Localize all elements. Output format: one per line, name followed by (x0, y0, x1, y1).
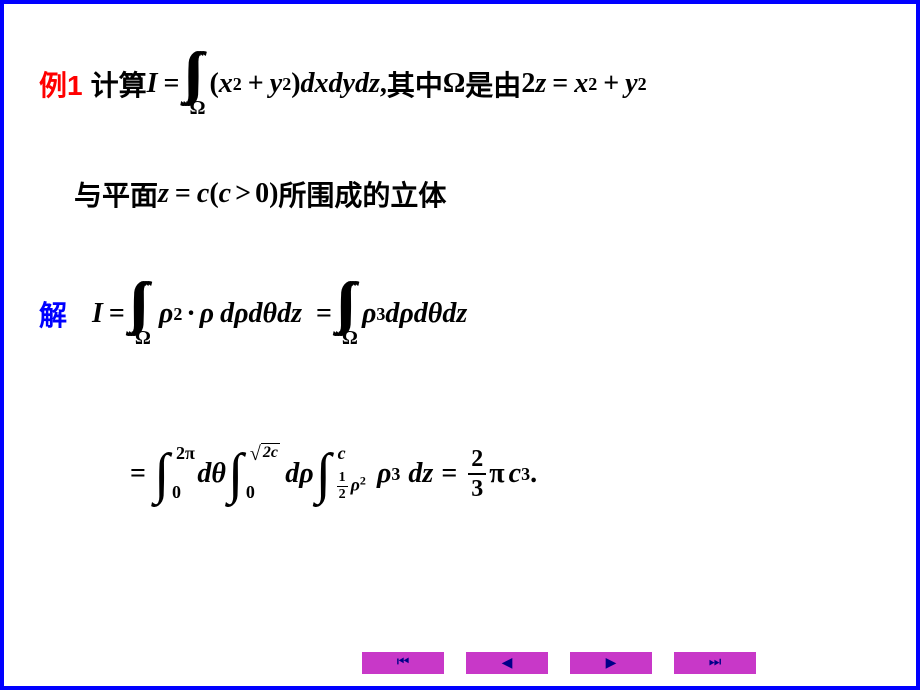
nav-last-button[interactable]: ⏭ (674, 652, 756, 674)
problem-line-2: 与平面 z = c ( c > 0 ) 所围成的立体 (74, 169, 896, 219)
domain-omega: Ω (189, 97, 205, 120)
comma: , (380, 68, 387, 100)
upper-2: √ 2c (250, 443, 280, 466)
var-I2: I (92, 298, 103, 330)
eq7: = (441, 458, 457, 490)
exp-2d: 2 (638, 74, 647, 95)
half-den: 2 (337, 487, 348, 503)
slide-content: 例1 计算 I = ∫∫∫ Ω ( x 2 + y 2 ) dxdydz , 其… (4, 4, 916, 519)
var-c3: c (509, 458, 521, 490)
int-sym-2: ∫ (228, 443, 243, 505)
text-isby: 是由 (465, 64, 521, 104)
half-num: 1 (337, 470, 348, 486)
rparen2: ) (269, 178, 278, 210)
solution-line-1: 解 I = ∫∫∫ Ω ρ 2 · ρ dρdθdz = ∫∫∫ Ω ρ 3 d… (39, 269, 896, 359)
example-label: 例1 (39, 64, 83, 104)
var-I: I (147, 68, 158, 100)
var-rho: ρ (159, 298, 173, 330)
dtheta: dθ (197, 458, 226, 490)
frac-two-thirds: 2 3 (468, 445, 486, 503)
two: 2 (521, 68, 535, 100)
domain-omega-3: Ω (342, 327, 358, 350)
triple-integral-1: ∫∫∫ Ω (188, 48, 206, 119)
triple-integral-3: ∫∫∫ Ω (341, 278, 359, 349)
eq2: = (552, 68, 568, 100)
var-z2: z (158, 178, 169, 210)
var-y2: y (625, 68, 637, 100)
plus: + (248, 68, 264, 100)
var-x: x (219, 68, 233, 100)
plus2: + (603, 68, 619, 100)
eq6: = (130, 458, 146, 490)
text-plane: 与平面 (74, 174, 158, 214)
domain-omega-2: Ω (135, 327, 151, 350)
int-sym-1: ∫ (154, 443, 169, 505)
lower-sq: 2 (360, 474, 366, 488)
lower-rho: ρ (351, 475, 360, 495)
nav-next-button[interactable]: ▶ (570, 652, 652, 674)
frac-half: 1 2 (337, 470, 348, 503)
var-c: c (197, 178, 209, 210)
integral-rho: ∫ √ 2c 0 (228, 449, 243, 499)
exp-3b: 3 (391, 464, 400, 485)
pi: π (489, 458, 504, 490)
exp-3c: 3 (521, 464, 530, 485)
integral-theta: ∫ 2π 0 (154, 449, 169, 499)
period: . (530, 458, 537, 490)
upper-3: c (338, 443, 346, 464)
exp-2a: 2 (233, 74, 242, 95)
lparen: ( (209, 68, 218, 100)
exp-2e: 2 (173, 304, 182, 325)
integral-symbols: ∫∫∫ (188, 48, 206, 98)
exp-2b: 2 (282, 74, 291, 95)
sqrt-2c: √ 2c (250, 443, 280, 466)
lower-3: 1 2 ρ2 (334, 470, 366, 503)
zero: 0 (255, 178, 269, 210)
differential-2: dρdθdz (220, 298, 302, 330)
rparen: ) (291, 68, 300, 100)
integral-symbols-3: ∫∫∫ (341, 278, 359, 328)
triple-integral-2: ∫∫∫ Ω (134, 278, 152, 349)
solution-line-2: = ∫ 2π 0 dθ ∫ √ 2c 0 dρ ∫ c 1 (124, 429, 896, 519)
cdot: · (186, 298, 195, 330)
exp-3a: 3 (376, 304, 385, 325)
frac-num: 2 (468, 445, 486, 473)
frac-den: 3 (468, 475, 486, 503)
omega-sym: Ω (443, 68, 465, 100)
radical-sym: √ (250, 443, 261, 466)
eq3: = (175, 178, 191, 210)
lower-2: 0 (246, 482, 255, 503)
var-rho4: ρ (377, 458, 391, 490)
var-rho3: ρ (362, 298, 376, 330)
nav-prev-button[interactable]: ◀ (466, 652, 548, 674)
int-sym-3: ∫ (316, 443, 331, 505)
text-solid: 所围成的立体 (278, 174, 446, 214)
eq: = (164, 68, 180, 100)
text-where: 其中 (387, 64, 443, 104)
differential-1: dxdydz (301, 68, 380, 100)
differential-3: dρdθdz (385, 298, 467, 330)
dz: dz (408, 458, 433, 490)
radical-arg: 2c (261, 443, 280, 462)
eq5: = (316, 298, 332, 330)
var-c2: c (219, 178, 231, 210)
integral-z: ∫ c 1 2 ρ2 (316, 449, 331, 499)
problem-line-1: 例1 计算 I = ∫∫∫ Ω ( x 2 + y 2 ) dxdydz , 其… (39, 39, 896, 129)
integral-symbols-2: ∫∫∫ (134, 278, 152, 328)
text-compute: 计算 (91, 64, 147, 104)
var-x2: x (574, 68, 588, 100)
lower-1: 0 (172, 482, 181, 503)
upper-1: 2π (176, 443, 195, 464)
lparen2: ( (209, 178, 218, 210)
nav-first-button[interactable]: ⏮ (362, 652, 444, 674)
nav-bar: ⏮ ◀ ▶ ⏭ (362, 652, 756, 674)
drho: dρ (285, 458, 313, 490)
solution-label: 解 (39, 294, 67, 334)
var-y: y (270, 68, 282, 100)
var-z: z (535, 68, 546, 100)
var-rho2: ρ (200, 298, 214, 330)
exp-2c: 2 (588, 74, 597, 95)
eq4: = (109, 298, 125, 330)
gt: > (235, 178, 251, 210)
